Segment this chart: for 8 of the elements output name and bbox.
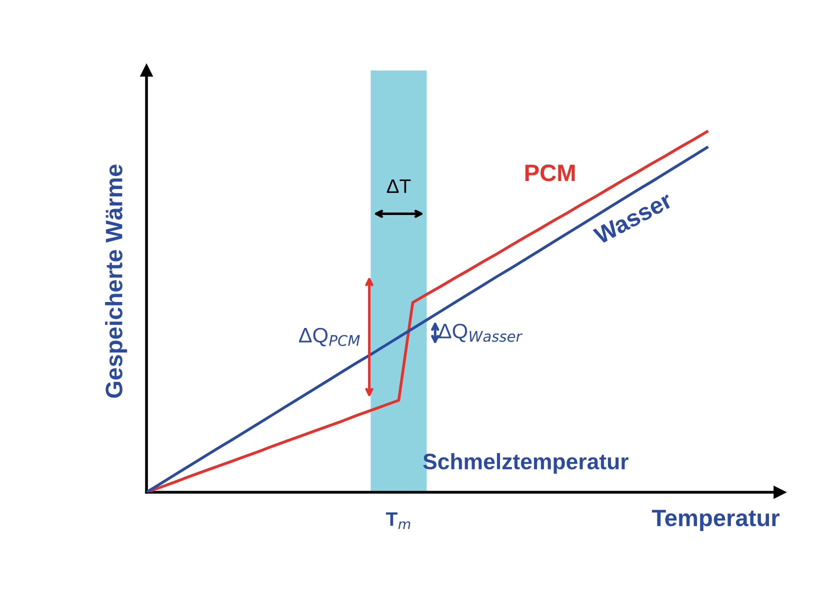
annotation: ΔQ$_{Wasser}$ bbox=[438, 324, 523, 342]
annotation: Schmelztemperatur bbox=[423, 453, 628, 474]
x-axis-title: Temperatur bbox=[652, 510, 780, 531]
annotation: ΔT bbox=[386, 180, 411, 193]
annotation: ΔQ$_{PCM}$ bbox=[299, 328, 360, 346]
y-axis-title: Gespeicherte Wärme bbox=[105, 164, 128, 398]
series-label: PCM bbox=[525, 164, 575, 182]
text: T$_{m}$ bbox=[386, 512, 410, 529]
